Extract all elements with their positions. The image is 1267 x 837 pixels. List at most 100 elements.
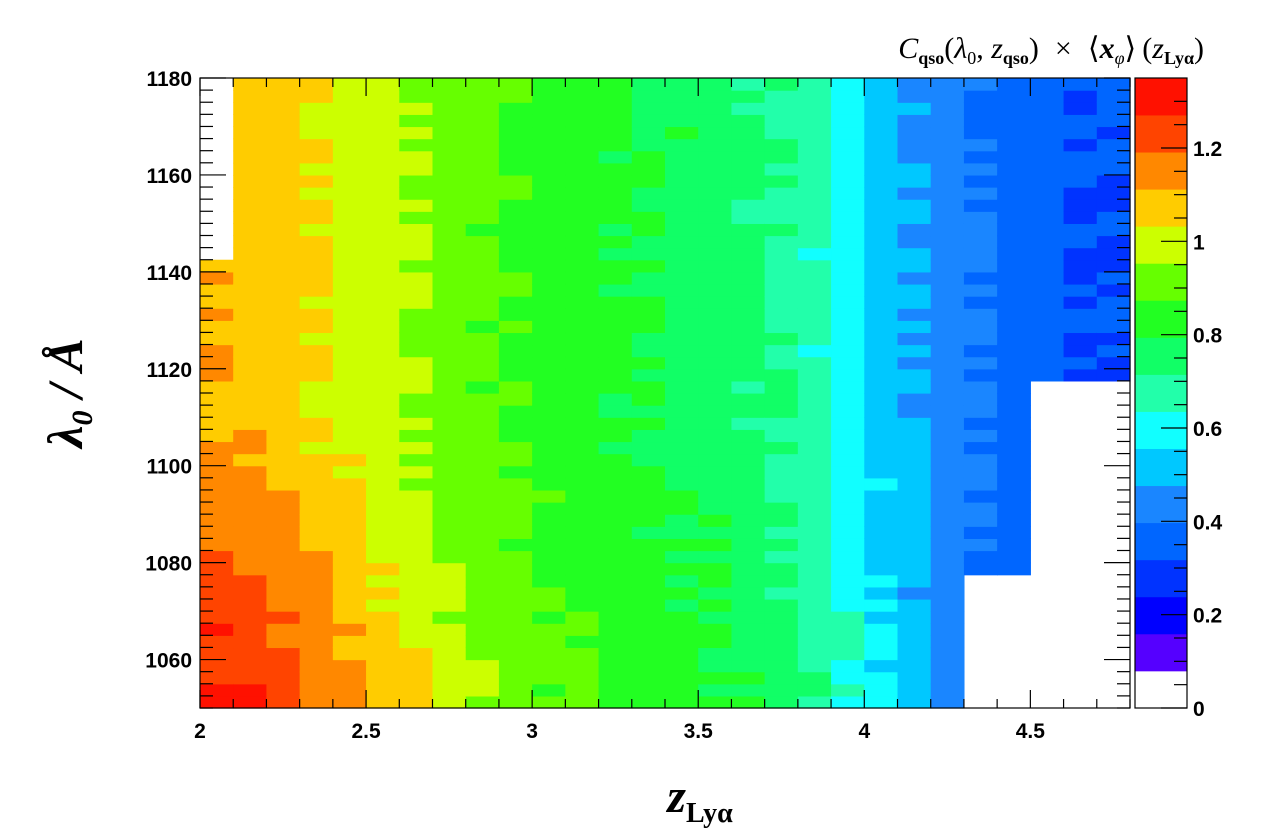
heatmap-cell [698,114,733,128]
heatmap-cell [731,526,766,539]
heatmap-cell [598,90,633,103]
heatmap-cell [963,78,998,91]
heatmap-cell [997,78,1031,91]
heatmap-cell [498,368,533,382]
heatmap-cell [200,465,234,479]
heatmap-cell [565,174,600,188]
heatmap-cell [565,211,600,224]
heatmap-cell [797,659,832,673]
heatmap-cell [366,502,400,515]
heatmap-cell [598,78,633,91]
heatmap-cell [698,683,733,697]
heatmap-cell [366,368,400,382]
heatmap-cell [432,126,467,140]
heatmap-cell [366,150,400,164]
y-tick-label: 1140 [146,262,192,285]
heatmap-cell [797,405,832,418]
heatmap-cell [665,405,699,418]
heatmap-cell [864,368,899,382]
heatmap-cell [764,199,799,212]
heatmap-cell [1096,368,1131,382]
heatmap-cell [266,247,301,261]
heatmap-cell [1096,211,1131,224]
heatmap-cell [698,283,733,297]
heatmap-cell [864,647,899,661]
heatmap-cell [864,162,899,176]
heatmap-cell [200,502,234,515]
heatmap-cell [997,259,1031,273]
heatmap-cell [598,320,633,334]
heatmap-cell [200,332,234,346]
heatmap-cell [565,695,600,709]
heatmap-cell [366,102,400,115]
heatmap-cell [598,586,633,600]
heatmap-cell [532,223,566,237]
heatmap-cell [332,538,367,552]
heatmap-cell [366,320,400,334]
heatmap-cell [997,150,1031,164]
heatmap-cell [997,211,1031,224]
heatmap-cell [266,90,301,103]
heatmap-cell [831,271,865,285]
heatmap-cell [764,114,799,128]
heatmap-cell [366,126,400,140]
heatmap-cell [200,308,234,321]
heatmap-cell [266,150,301,164]
heatmap-cell [963,514,998,527]
heatmap-cell [465,623,500,636]
heatmap-cell [399,368,434,382]
heatmap-cell [465,683,500,697]
heatmap-cell [963,308,998,321]
heatmap-cell [498,247,533,261]
heatmap-cell [864,320,899,334]
heatmap-cell [200,526,234,539]
heatmap-cell [831,259,865,273]
heatmap-cell [266,320,301,334]
heatmap-cell [631,683,666,697]
heatmap-cell [631,659,666,673]
heatmap-cell [465,296,500,309]
heatmap-cell [399,683,434,697]
heatmap-cell [432,514,467,527]
heatmap-cell [598,344,633,358]
heatmap-cell [698,235,733,249]
x-tick-label: 4 [858,720,870,743]
heatmap-cell [997,441,1031,455]
heatmap-cell [764,187,799,200]
heatmap-cell [631,453,666,467]
heatmap-cell [1063,247,1098,261]
heatmap-cell [897,562,932,576]
heatmap-cell [366,586,400,600]
heatmap-cell [465,477,500,491]
heatmap-cell [200,429,234,443]
heatmap-cell [864,659,899,673]
heatmap-cell [930,635,965,649]
heatmap-cell [465,489,500,503]
heatmap-cell [332,514,367,527]
heatmap-cell [631,441,666,455]
heatmap-cell [366,199,400,212]
heatmap-cell [200,320,234,334]
heatmap-cell [532,526,566,539]
heatmap-cell [565,187,600,200]
heatmap-cell [399,429,434,443]
heatmap-cell [963,453,998,467]
heatmap-cell [930,574,965,588]
heatmap-cell [764,623,799,636]
heatmap-cell [565,90,600,103]
heatmap-cell [299,320,334,334]
heatmap-cell [665,453,699,467]
heatmap-cell [963,174,998,188]
heatmap-cell [731,683,766,697]
heatmap-cell [930,114,965,128]
heatmap-cell [532,78,566,91]
heatmap-cell [631,465,666,479]
heatmap-cell [631,78,666,91]
heatmap-cell [897,78,932,91]
heatmap-cell [332,611,367,624]
heatmap-cell [465,647,500,661]
heatmap-cell [332,235,367,249]
heatmap-cell [332,332,367,346]
heatmap-cell [698,647,733,661]
heatmap-cell [465,102,500,115]
